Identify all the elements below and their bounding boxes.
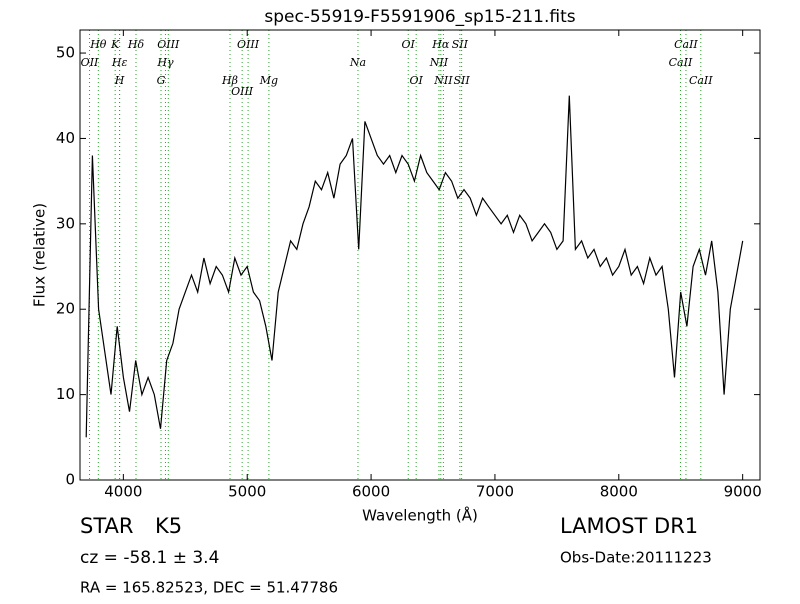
obs-date: Obs-Date:20111223 (560, 549, 712, 567)
spectral-line-label: CaII (674, 38, 698, 51)
spectral-line-label: CaII (669, 56, 693, 69)
subclass: K5 (155, 514, 182, 538)
coordinates: RA = 165.82523, DEC = 51.47786 (80, 579, 338, 597)
spectral-line-label: K (110, 38, 120, 51)
spectral-line-label: SII (454, 74, 471, 87)
spectral-line-label: Hβ (221, 74, 238, 87)
survey: LAMOST DR1 (560, 514, 698, 538)
spectral-line-label: G (157, 74, 166, 87)
x-tick-label: 9000 (724, 483, 762, 501)
y-tick-label: 50 (56, 44, 75, 62)
plot-frame (79, 29, 761, 481)
spectral-line-label: SII (452, 38, 469, 51)
spectral-line-label: NII (429, 56, 449, 69)
x-tick-label: 5000 (228, 483, 266, 501)
spectral-line-label: OIII (237, 38, 260, 51)
object-class: STAR (80, 514, 133, 538)
redshift: cz = -58.1 ± 3.4 (80, 548, 219, 568)
y-axis-label: Flux (relative) (31, 203, 49, 307)
spectral-line-label: Hθ (89, 38, 107, 51)
x-tick-label: 8000 (600, 483, 638, 501)
spectral-line-label: Mg (259, 74, 278, 87)
y-tick-label: 30 (56, 214, 75, 232)
spectral-line-label: Hγ (156, 56, 174, 69)
x-tick-label: 6000 (352, 483, 390, 501)
spectral-line-label: H (114, 74, 125, 87)
x-axis-label: Wavelength (Å) (362, 506, 478, 525)
y-tick-label: 40 (56, 129, 75, 147)
y-tick-label: 10 (56, 385, 75, 403)
y-tick-label: 20 (56, 300, 75, 318)
spectral-line-label: OIII (157, 38, 180, 51)
spectral-line-label: NII (433, 74, 453, 87)
spectral-line-label: OII (81, 56, 99, 69)
y-tick-label: 0 (65, 471, 75, 489)
spectral-line-label: OIII (231, 85, 254, 98)
spectrum-line (85, 95, 744, 438)
spectral-line-label: OI (409, 74, 423, 87)
spectral-line-label: Na (349, 56, 366, 69)
x-tick-label: 4000 (104, 483, 142, 501)
spectral-line-label: Hα (431, 38, 450, 51)
spectral-line-label: Hδ (127, 38, 145, 51)
spectral-line-label: CaII (689, 74, 713, 87)
spectral-line-label: OI (402, 38, 416, 51)
chart-title: spec-55919-F5591906_sp15-211.fits (264, 7, 575, 27)
x-tick-label: 7000 (476, 483, 514, 501)
